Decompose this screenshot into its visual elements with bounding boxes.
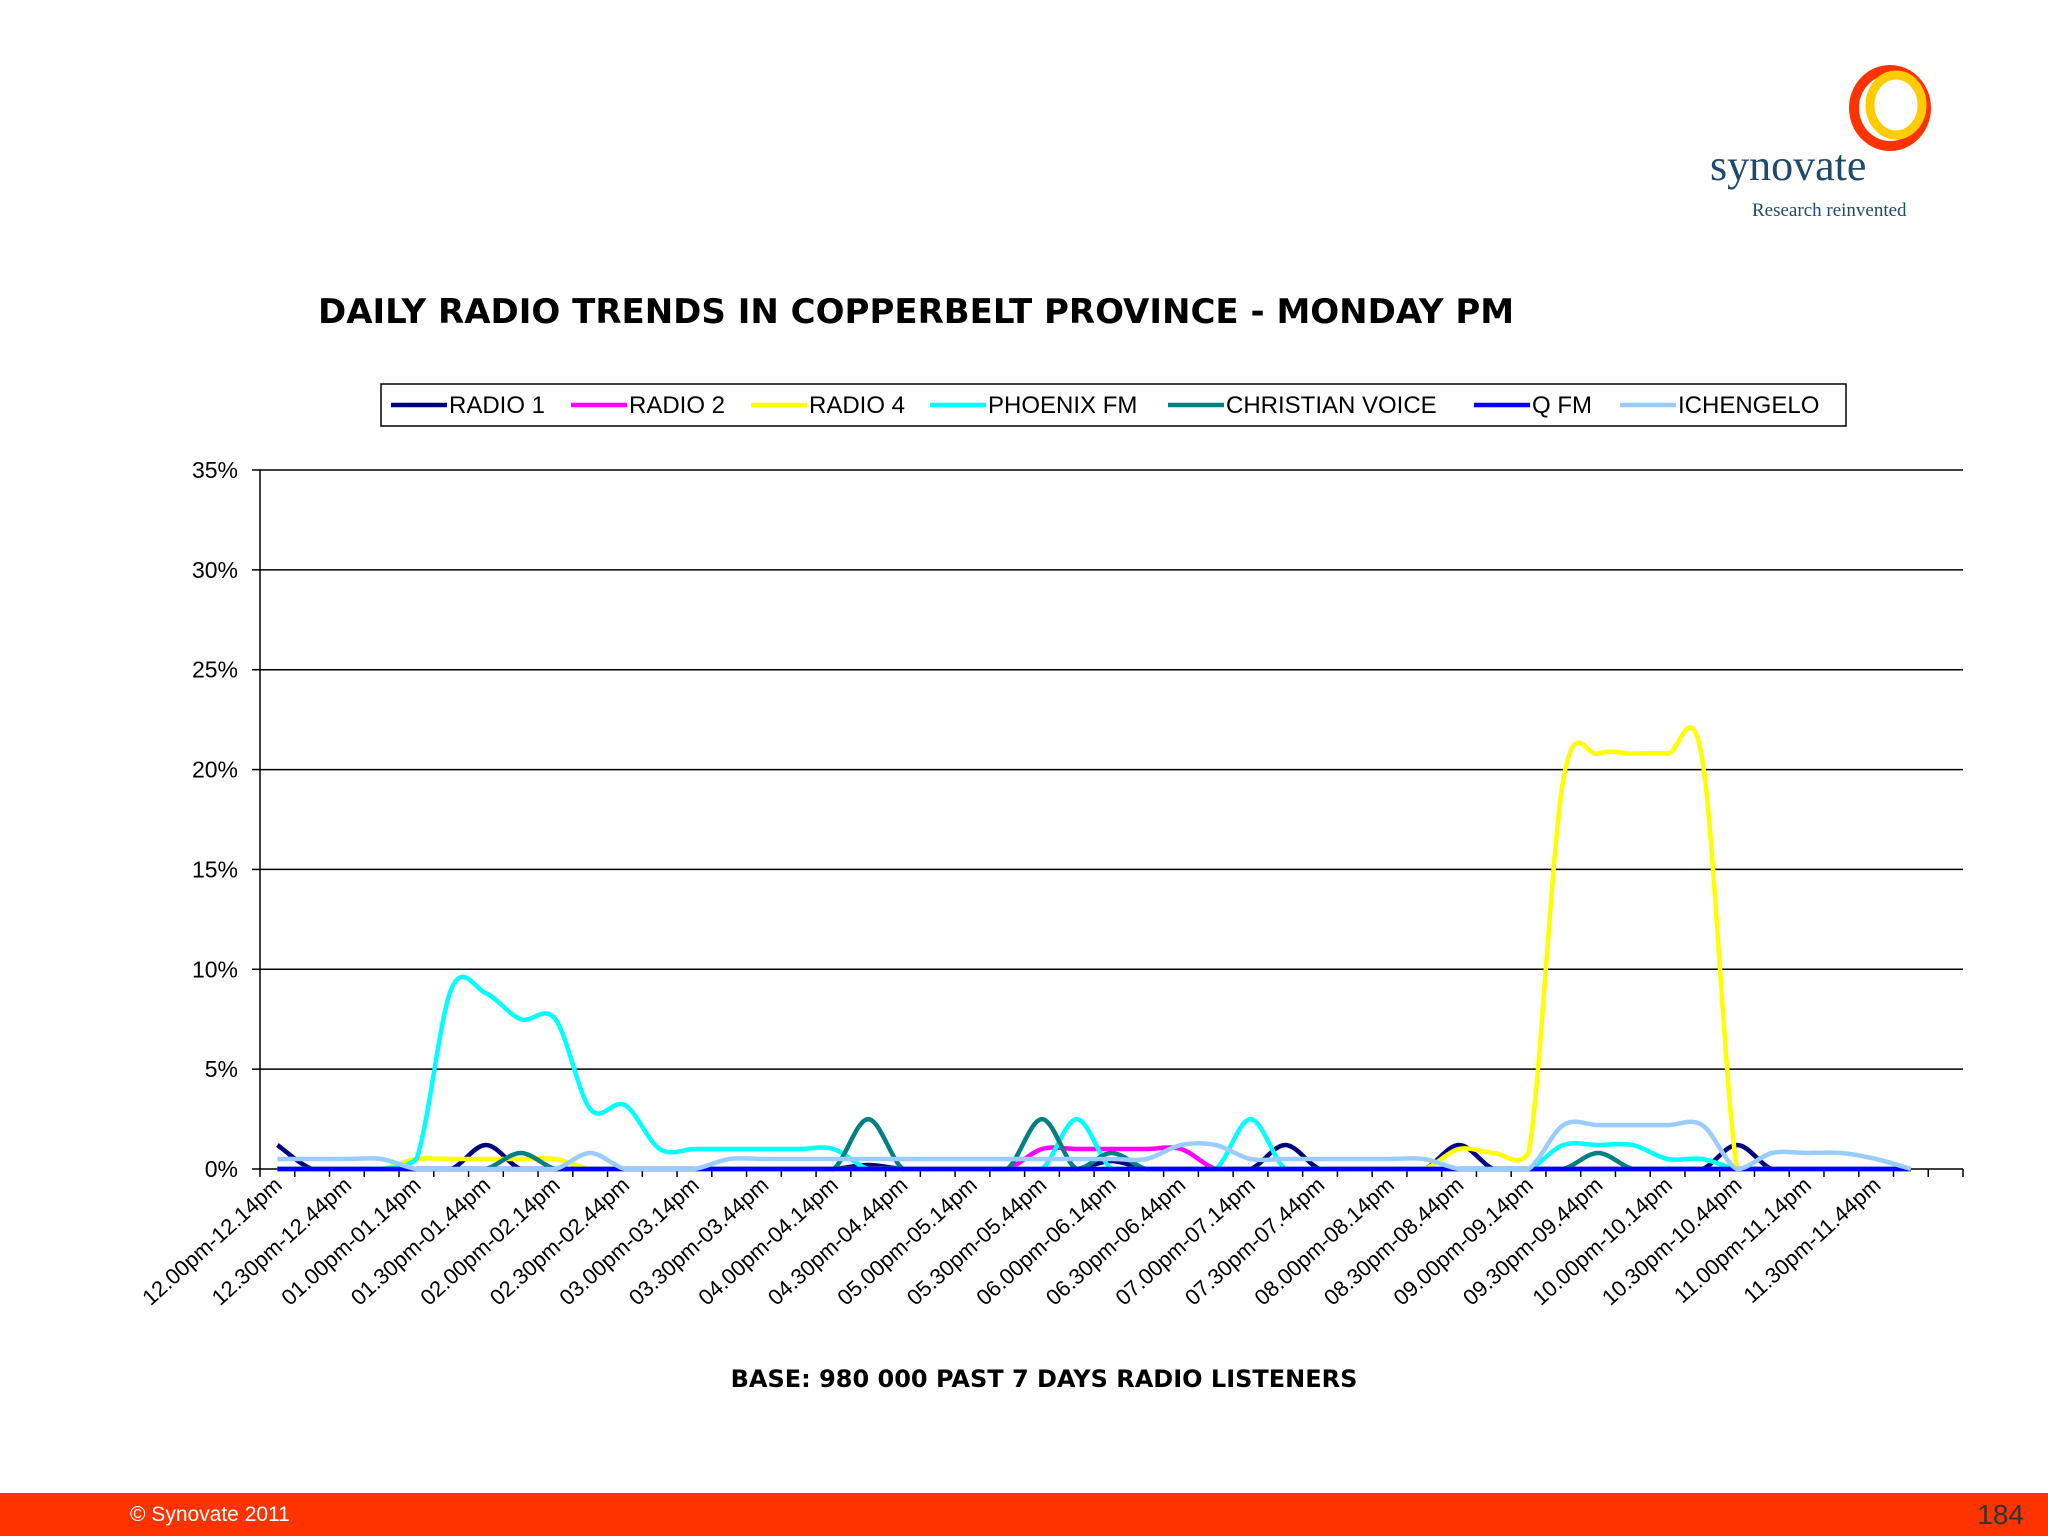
legend-label-christian-voice: CHRISTIAN VOICE [1226,392,1437,419]
legend-label-phoenix-fm: PHOENIX FM [988,392,1137,419]
logo-brand-text: synovate [1710,141,1867,190]
legend-label-radio-2: RADIO 2 [629,392,725,419]
legend-label-ichengelo: ICHENGELO [1678,392,1819,419]
legend-label-q-fm: Q FM [1532,392,1592,419]
chart-grid [260,469,1963,1070]
series-line-ichengelo [277,1119,1912,1172]
synovate-ring-icon [1849,65,1931,151]
y-tick-label: 25% [192,657,238,683]
y-tick-label: 15% [192,856,238,882]
y-tick-label: 20% [192,757,238,783]
line-chart: 0%5%10%15%20%25%30%35%12.00pm-12.14pm12.… [137,383,1964,1310]
legend-label-radio-4: RADIO 4 [809,392,905,419]
y-tick-label: 10% [192,956,238,982]
chart-title: DAILY RADIO TRENDS IN COPPERBELT PROVINC… [318,292,1515,332]
y-tick-label: 5% [205,1056,238,1082]
series-line-radio-4 [277,725,1911,1172]
chart-legend: RADIO 1 RADIO 2 RADIO 4 PHOENIX FM CHRISTIAN… [380,383,1847,427]
y-tick-label: 35% [192,457,238,483]
y-tick-label: 30% [192,557,238,583]
copyright-text: © Synovate 2011 [130,1503,290,1526]
series-line-phoenix-fm [277,974,1911,1172]
synovate-logo: synovate Research reinvented [1700,60,1940,230]
footer-bar: © Synovate 2011 184 [0,1493,2048,1536]
chart-axes: 0%5%10%15%20%25%30%35%12.00pm-12.14pm12.… [137,457,1964,1310]
logo-tagline: Research reinvented [1752,200,1907,221]
chart-series-lines [276,725,1912,1172]
y-tick-label: 0% [205,1156,238,1182]
page-number: 184 [1977,1499,2024,1530]
x-axis-label: BASE: 980 000 PAST 7 DAYS RADIO LISTENER… [730,1365,1358,1393]
legend-label-radio-1: RADIO 1 [449,392,545,419]
